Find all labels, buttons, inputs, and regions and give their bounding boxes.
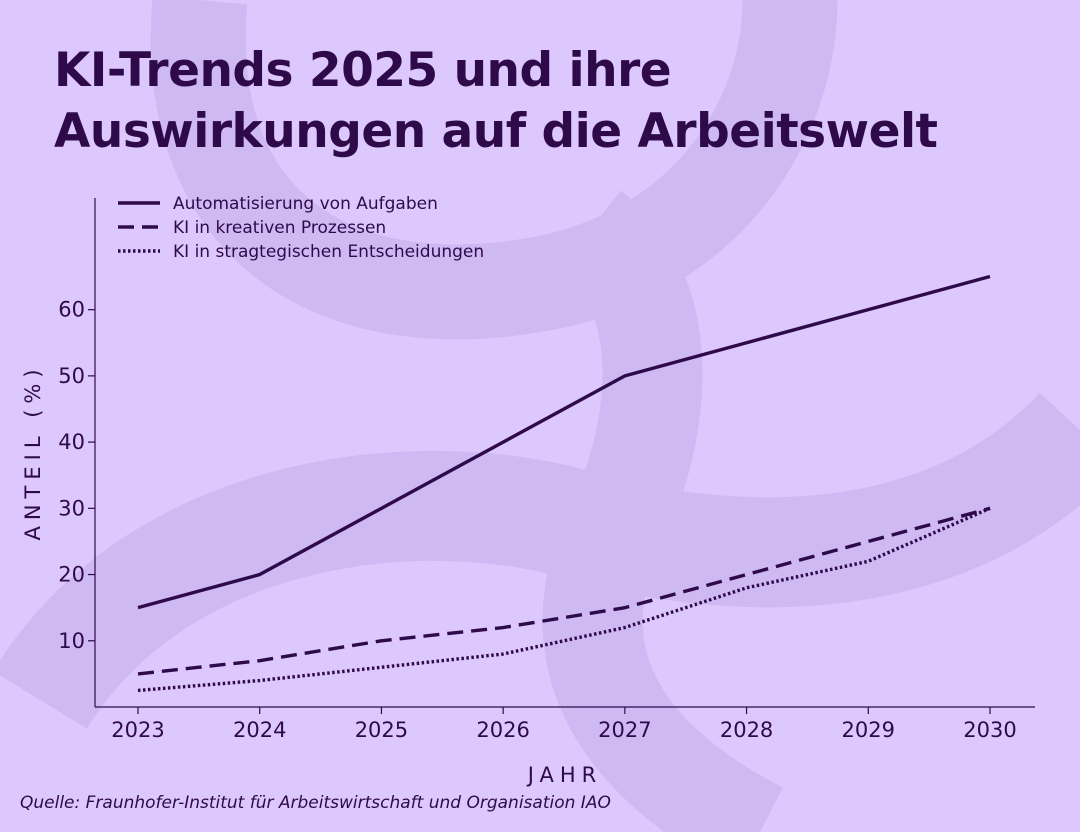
x-axis-title: JAHR [526,763,603,787]
y-tick-label-10: 10 [58,629,85,653]
y-tick-labels: 10 20 30 40 50 60 [58,298,85,653]
source-note: Quelle: Fraunhofer-Institut für Arbeitsw… [20,793,611,813]
x-tick-label-2024: 2024 [233,718,286,742]
y-axis-title: ANTEIL (%) [21,363,45,540]
y-tick-label-50: 50 [58,364,85,388]
legend-label-1: Automatisierung von Aufgaben [173,194,438,214]
x-tick-label-2027: 2027 [598,718,651,742]
series-line-1 [137,274,991,610]
legend-label-3: KI in stragtegischen Entscheidungen [173,242,484,262]
y-tick-label-40: 40 [58,430,85,454]
decor-swirl-top [150,0,838,340]
y-tick-label-30: 30 [58,496,85,520]
legend-label-2: KI in kreativen Prozessen [173,218,386,238]
series-line-2 [137,506,991,676]
x-tick-label-2030: 2030 [963,718,1016,742]
chart-axes [88,198,1035,714]
page-title: KI-Trends 2025 und ihre Auswirkungen auf… [54,40,938,162]
title-line-2: Auswirkungen auf die Arbeitswelt [54,104,938,159]
series-lines [137,274,991,693]
x-tick-label-2026: 2026 [476,718,529,742]
x-tick-label-2029: 2029 [842,718,895,742]
x-tick-label-2023: 2023 [111,718,164,742]
x-tick-label-2025: 2025 [355,718,408,742]
series-line-3 [137,506,991,693]
x-tick-label-2028: 2028 [720,718,773,742]
y-tick-label-60: 60 [58,298,85,322]
y-tick-label-20: 20 [58,563,85,587]
title-line-1: KI-Trends 2025 und ihre [54,43,672,98]
x-tick-labels: 2023 2024 2025 2026 2027 2028 2029 2030 [111,718,1016,742]
legend: Automatisierung von Aufgaben KI in kreati… [118,194,484,262]
